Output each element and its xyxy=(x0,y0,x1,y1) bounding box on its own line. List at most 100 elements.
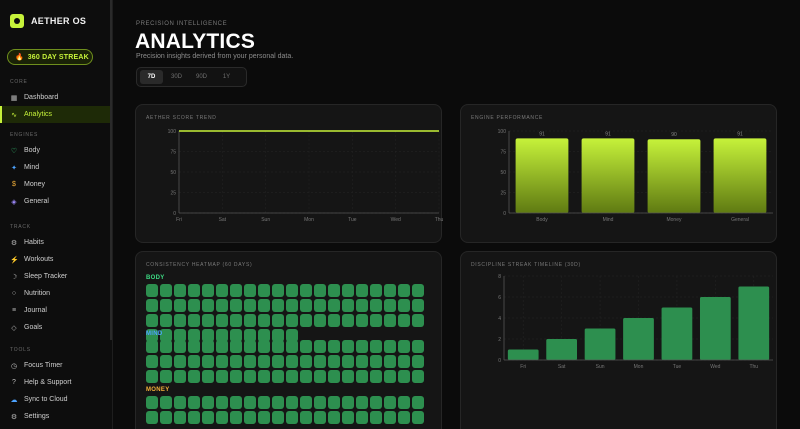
heatmap-cell xyxy=(230,284,242,297)
heatmap-cell xyxy=(356,284,368,297)
y-tick-label: 100 xyxy=(498,129,507,135)
heatmap-cell xyxy=(370,314,382,327)
heatmap-cell xyxy=(384,314,396,327)
heatmap-cell xyxy=(202,284,214,297)
target-icon: ◇ xyxy=(11,324,17,332)
sidebar-item-analytics[interactable]: ∿ Analytics xyxy=(0,106,112,123)
heatmap-cell xyxy=(244,370,256,383)
heatmap-cell xyxy=(356,411,368,424)
sidebar-item-dashboard[interactable]: ▦ Dashboard xyxy=(0,89,112,106)
heatmap-cell xyxy=(384,299,396,312)
sidebar-item-sleep-tracker[interactable]: ☽ Sleep Tracker xyxy=(0,268,112,285)
main-content: PRECISION INTELLIGENCE ANALYTICS Precisi… xyxy=(113,0,800,429)
heatmap-cell xyxy=(286,355,298,368)
sidebar-item-mind[interactable]: ✦ Mind xyxy=(0,159,112,176)
page-title: ANALYTICS xyxy=(135,30,256,53)
sidebar-item-label: Body xyxy=(24,147,40,154)
heatmap-cell xyxy=(188,284,200,297)
heatmap-cell xyxy=(300,370,312,383)
range-option-1y[interactable]: 1Y xyxy=(222,74,231,80)
heatmap-cell xyxy=(272,411,284,424)
heatmap-cell xyxy=(160,411,172,424)
heatmap-cell xyxy=(286,370,298,383)
timer-icon: ◷ xyxy=(10,362,18,370)
heatmap-row xyxy=(146,355,424,368)
heatmap-cell xyxy=(412,396,424,409)
heatmap-cell xyxy=(188,329,200,342)
heatmap-cell xyxy=(356,355,368,368)
heatmap-cell xyxy=(286,314,298,327)
x-tick-label: Fri xyxy=(176,217,182,223)
heatmap-cell xyxy=(216,370,228,383)
sidebar-item-sync-to-cloud[interactable]: ☁ Sync to Cloud xyxy=(0,391,112,408)
y-tick-label: 50 xyxy=(170,170,176,176)
heatmap-cell xyxy=(314,314,326,327)
heatmap-row xyxy=(146,284,424,297)
heatmap-row xyxy=(146,411,424,424)
heatmap-cell xyxy=(188,370,200,383)
heatmap-cell xyxy=(412,314,424,327)
heatmap-cell xyxy=(244,396,256,409)
heatmap-cell xyxy=(342,340,354,353)
sidebar-scrollbar[interactable] xyxy=(110,0,112,340)
range-option-30d[interactable]: 30D xyxy=(170,74,182,80)
x-tick-label: Money xyxy=(666,217,682,223)
heatmap-cell xyxy=(370,411,382,424)
engine-performance-card: ENGINE PERFORMANCE 0 25 50 75 100 91 Body 91 Min… xyxy=(460,104,777,243)
heatmap-cell xyxy=(174,284,186,297)
heatmap-cell xyxy=(160,299,172,312)
brand[interactable]: AETHER OS xyxy=(0,10,112,32)
x-tick-label: Tue xyxy=(348,217,357,223)
heatmap-cell xyxy=(258,314,270,327)
x-tick-label: Wed xyxy=(391,217,401,223)
heatmap-cell xyxy=(272,284,284,297)
sidebar-item-label: Money xyxy=(24,181,46,188)
heatmap-cell xyxy=(384,355,396,368)
heart-icon: ♡ xyxy=(10,147,18,155)
nav-section-title: TRACK xyxy=(10,224,31,230)
heatmap-cell xyxy=(202,299,214,312)
sidebar-item-body[interactable]: ♡ Body xyxy=(0,142,112,159)
engine-performance-title: ENGINE PERFORMANCE xyxy=(471,115,544,121)
y-tick-label: 0 xyxy=(498,358,501,364)
nav-section-track: TRACK ⚙ Habits ⚡ Workouts ☽ Sleep Tracker ○ Nutr… xyxy=(0,224,112,336)
y-tick-label: 0 xyxy=(503,211,506,217)
heatmap-cell xyxy=(412,355,424,368)
heatmap-cell xyxy=(370,299,382,312)
heatmap-cell xyxy=(258,396,270,409)
heatmap-cell xyxy=(188,314,200,327)
sidebar-item-focus-timer[interactable]: ◷ Focus Timer xyxy=(0,357,112,374)
sidebar-item-help-support[interactable]: ? Help & Support xyxy=(0,374,112,391)
heatmap-cell xyxy=(202,355,214,368)
range-option-90d[interactable]: 90D xyxy=(195,74,207,80)
sidebar-item-settings[interactable]: ⚙ Settings xyxy=(0,408,112,425)
heatmap-cell xyxy=(146,370,158,383)
y-tick-label: 8 xyxy=(498,274,501,280)
sidebar-item-money[interactable]: $ Money xyxy=(0,176,112,193)
heatmap-cell xyxy=(216,299,228,312)
sidebar-item-goals[interactable]: ◇ Goals xyxy=(0,319,112,336)
bar-money xyxy=(647,139,701,213)
heatmap-cell xyxy=(230,396,242,409)
range-option-7d[interactable]: 7D xyxy=(140,70,163,84)
bar-tue xyxy=(661,307,693,360)
diamond-icon: ◈ xyxy=(11,198,17,206)
y-tick-label: 25 xyxy=(500,191,506,197)
sidebar-item-general[interactable]: ◈ General xyxy=(0,193,112,210)
sidebar-item-workouts[interactable]: ⚡ Workouts xyxy=(0,251,112,268)
y-tick-label: 75 xyxy=(170,150,176,156)
sidebar-item-habits[interactable]: ⚙ Habits xyxy=(0,234,112,251)
sidebar-item-nutrition[interactable]: ○ Nutrition xyxy=(0,285,112,302)
heatmap-cell xyxy=(384,370,396,383)
heatmap-cell xyxy=(160,370,172,383)
heatmap-cell xyxy=(342,299,354,312)
sidebar-item-label: Nutrition xyxy=(24,290,51,297)
heatmap-cell xyxy=(146,411,158,424)
sidebar-item-journal[interactable]: ≡ Journal xyxy=(0,302,112,319)
heatmap-cell xyxy=(356,340,368,353)
heatmap-cell xyxy=(202,340,214,353)
bar-mind xyxy=(581,138,635,213)
heatmap-cell xyxy=(342,411,354,424)
heatmap-cell xyxy=(370,370,382,383)
heatmap-row xyxy=(146,370,424,383)
